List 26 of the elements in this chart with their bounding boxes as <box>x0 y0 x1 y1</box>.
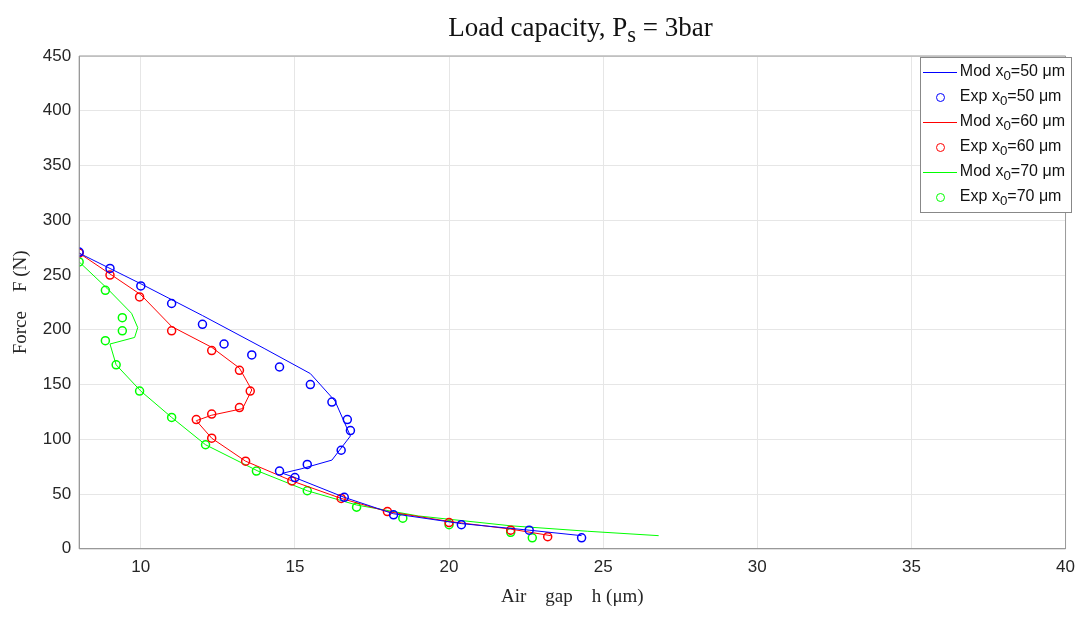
legend-label: Exp x$_{0}$=70 μm <box>959 186 1062 209</box>
legend-label: Exp x$_{0}$=60 μm <box>959 136 1062 159</box>
x-tick-label: 10 <box>131 556 151 576</box>
y-tick-label: 200 <box>42 319 72 339</box>
x-tick-label: 40 <box>1056 556 1076 576</box>
y-tick-label: 0 <box>61 538 72 558</box>
x-axis-title: Air gap h (μm) <box>501 584 644 607</box>
y-tick-label: 50 <box>52 483 72 503</box>
chart-title: Load capacity, P$_{s}$ = 3bar <box>447 12 714 49</box>
y-axis-title: Force F (N) <box>9 250 32 355</box>
y-tick-label: 350 <box>42 155 72 175</box>
x-tick-label: 35 <box>901 556 921 576</box>
legend-label: Mod x$_{0}$=50 μm <box>959 61 1065 84</box>
x-tick-label: 20 <box>439 556 459 576</box>
x-tick-label: 25 <box>593 556 613 576</box>
y-tick-label: 450 <box>42 45 72 65</box>
legend-label: Mod x$_{0}$=60 μm <box>959 111 1065 134</box>
legend-label: Mod x$_{0}$=70 μm <box>959 161 1065 184</box>
x-tick-label: 30 <box>747 556 767 576</box>
legend-label: Exp x$_{0}$=50 μm <box>959 86 1062 109</box>
y-tick-label: 150 <box>42 374 72 394</box>
y-tick-label: 250 <box>42 264 72 284</box>
x-tick-label: 15 <box>285 556 305 576</box>
y-tick-label: 300 <box>42 209 72 229</box>
y-tick-label: 100 <box>42 428 72 448</box>
y-tick-label: 400 <box>42 100 72 120</box>
